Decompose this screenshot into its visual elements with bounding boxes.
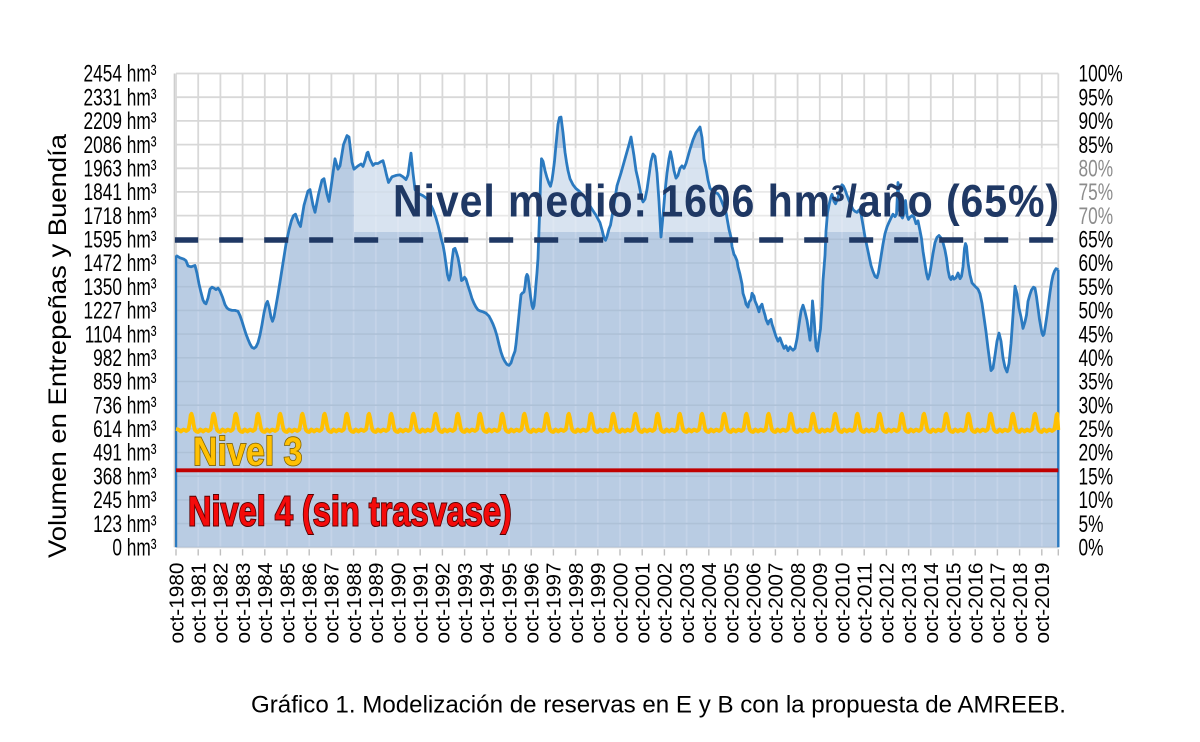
svg-text:oct-1997: oct-1997 bbox=[544, 563, 566, 644]
svg-text:oct-2010: oct-2010 bbox=[832, 563, 854, 644]
svg-text:50%: 50% bbox=[1079, 298, 1114, 324]
svg-text:oct-1993: oct-1993 bbox=[455, 563, 477, 644]
svg-text:Gráfico 1. Modelización de res: Gráfico 1. Modelización de reservas en E… bbox=[251, 692, 1066, 719]
svg-text:oct-2018: oct-2018 bbox=[1010, 563, 1032, 644]
svg-text:0 hm³: 0 hm³ bbox=[112, 535, 156, 561]
svg-text:oct-1981: oct-1981 bbox=[189, 563, 211, 644]
svg-text:oct-1980: oct-1980 bbox=[166, 563, 188, 644]
svg-text:0%: 0% bbox=[1079, 535, 1104, 561]
svg-text:2331 hm³: 2331 hm³ bbox=[84, 85, 157, 111]
svg-text:oct-2003: oct-2003 bbox=[677, 563, 699, 644]
svg-text:40%: 40% bbox=[1079, 345, 1114, 371]
svg-text:95%: 95% bbox=[1079, 85, 1114, 111]
svg-text:100%: 100% bbox=[1079, 61, 1123, 87]
svg-text:oct-2012: oct-2012 bbox=[877, 563, 899, 644]
svg-text:oct-1995: oct-1995 bbox=[499, 563, 521, 644]
svg-text:oct-2005: oct-2005 bbox=[721, 563, 743, 644]
svg-text:oct-2016: oct-2016 bbox=[966, 563, 988, 644]
svg-text:oct-2006: oct-2006 bbox=[744, 563, 766, 644]
svg-text:oct-2008: oct-2008 bbox=[788, 563, 810, 644]
svg-text:oct-2013: oct-2013 bbox=[899, 563, 921, 644]
svg-text:245 hm³: 245 hm³ bbox=[93, 487, 156, 513]
svg-text:90%: 90% bbox=[1079, 108, 1114, 134]
svg-text:oct-2017: oct-2017 bbox=[988, 563, 1010, 644]
svg-text:491 hm³: 491 hm³ bbox=[93, 440, 156, 466]
svg-text:oct-2000: oct-2000 bbox=[610, 563, 632, 644]
svg-text:45%: 45% bbox=[1079, 322, 1114, 348]
svg-text:oct-1992: oct-1992 bbox=[433, 563, 455, 644]
svg-text:2209 hm³: 2209 hm³ bbox=[84, 108, 157, 134]
svg-text:123 hm³: 123 hm³ bbox=[93, 511, 156, 537]
svg-text:oct-1982: oct-1982 bbox=[211, 563, 233, 644]
svg-text:oct-1996: oct-1996 bbox=[522, 563, 544, 644]
svg-text:oct-2004: oct-2004 bbox=[699, 563, 721, 644]
svg-text:1841 hm³: 1841 hm³ bbox=[84, 179, 157, 205]
svg-text:859 hm³: 859 hm³ bbox=[93, 369, 156, 395]
svg-text:oct-1987: oct-1987 bbox=[322, 563, 344, 644]
svg-text:55%: 55% bbox=[1079, 274, 1114, 300]
svg-text:oct-1999: oct-1999 bbox=[588, 563, 610, 644]
svg-text:1963 hm³: 1963 hm³ bbox=[84, 156, 157, 182]
svg-text:30%: 30% bbox=[1079, 393, 1114, 419]
svg-text:oct-1991: oct-1991 bbox=[411, 563, 433, 644]
svg-text:oct-2019: oct-2019 bbox=[1032, 563, 1054, 644]
svg-text:368 hm³: 368 hm³ bbox=[93, 464, 156, 490]
svg-text:25%: 25% bbox=[1079, 416, 1114, 442]
svg-text:1595 hm³: 1595 hm³ bbox=[84, 227, 157, 253]
svg-text:oct-2002: oct-2002 bbox=[655, 563, 677, 644]
svg-text:15%: 15% bbox=[1079, 464, 1114, 490]
svg-text:2454 hm³: 2454 hm³ bbox=[84, 61, 157, 87]
svg-text:2086 hm³: 2086 hm³ bbox=[84, 132, 157, 158]
svg-text:oct-2007: oct-2007 bbox=[766, 563, 788, 644]
svg-text:736 hm³: 736 hm³ bbox=[93, 393, 156, 419]
svg-text:70%: 70% bbox=[1079, 203, 1114, 229]
svg-text:80%: 80% bbox=[1079, 156, 1114, 182]
svg-text:oct-1994: oct-1994 bbox=[477, 563, 499, 644]
svg-text:Nivel 3: Nivel 3 bbox=[193, 428, 303, 473]
svg-text:85%: 85% bbox=[1079, 132, 1114, 158]
svg-text:Volumen en Entrepeñas y Buendí: Volumen en Entrepeñas y Buendía bbox=[44, 134, 72, 558]
svg-text:Nivel medio: 1606 hm³/año (65%: Nivel medio: 1606 hm³/año (65%) bbox=[393, 176, 1060, 227]
svg-text:oct-1990: oct-1990 bbox=[388, 563, 410, 644]
svg-text:1227 hm³: 1227 hm³ bbox=[84, 298, 157, 324]
svg-text:614 hm³: 614 hm³ bbox=[93, 416, 156, 442]
svg-text:oct-2001: oct-2001 bbox=[633, 563, 655, 644]
svg-text:20%: 20% bbox=[1079, 440, 1114, 466]
svg-text:1472 hm³: 1472 hm³ bbox=[84, 251, 157, 277]
svg-text:1104 hm³: 1104 hm³ bbox=[85, 322, 157, 348]
svg-text:1350 hm³: 1350 hm³ bbox=[84, 274, 157, 300]
svg-text:oct-1984: oct-1984 bbox=[255, 563, 277, 644]
svg-text:35%: 35% bbox=[1079, 369, 1114, 395]
svg-text:oct-2014: oct-2014 bbox=[921, 563, 943, 644]
svg-text:10%: 10% bbox=[1079, 487, 1114, 513]
svg-text:65%: 65% bbox=[1079, 227, 1114, 253]
svg-text:oct-2009: oct-2009 bbox=[810, 563, 832, 644]
svg-text:oct-1985: oct-1985 bbox=[277, 563, 299, 644]
svg-text:1718 hm³: 1718 hm³ bbox=[84, 203, 157, 229]
svg-text:oct-1988: oct-1988 bbox=[344, 563, 366, 644]
svg-text:oct-2011: oct-2011 bbox=[855, 563, 877, 644]
svg-text:982 hm³: 982 hm³ bbox=[93, 345, 156, 371]
svg-text:oct-1983: oct-1983 bbox=[233, 563, 255, 644]
svg-text:oct-1989: oct-1989 bbox=[366, 563, 388, 644]
svg-text:5%: 5% bbox=[1079, 511, 1104, 537]
svg-text:oct-1998: oct-1998 bbox=[566, 563, 588, 644]
svg-text:oct-1986: oct-1986 bbox=[300, 563, 322, 644]
svg-text:oct-2015: oct-2015 bbox=[943, 563, 965, 644]
svg-text:75%: 75% bbox=[1079, 179, 1114, 205]
svg-text:Nivel 4 (sin trasvase): Nivel 4 (sin trasvase) bbox=[188, 487, 512, 534]
svg-text:60%: 60% bbox=[1079, 251, 1114, 277]
